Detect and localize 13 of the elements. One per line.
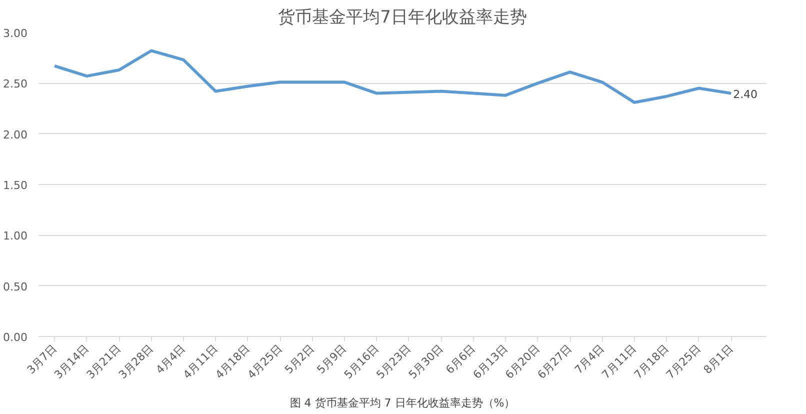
y-tick-label: 0.50 [3,280,28,294]
y-tick-label: 1.00 [3,230,28,243]
y-tick-label: 0.00 [3,331,28,344]
x-tick-label: 8月1日 [701,342,736,377]
y-tick-label: 2.00 [3,128,28,142]
y-tick-label: 3.00 [3,27,28,40]
y-tick-label: 2.50 [3,78,28,91]
x-tick-label: 5月2日 [282,342,317,377]
data-label: 2.40 [733,88,758,101]
line-series [53,49,733,104]
caption: 图 4 货币基金平均 7 日年化收益率走势（%） [290,396,516,410]
y-tick-label: 1.50 [3,179,28,192]
chart-title: 货币基金平均7日年化收益率走势 [278,8,527,28]
